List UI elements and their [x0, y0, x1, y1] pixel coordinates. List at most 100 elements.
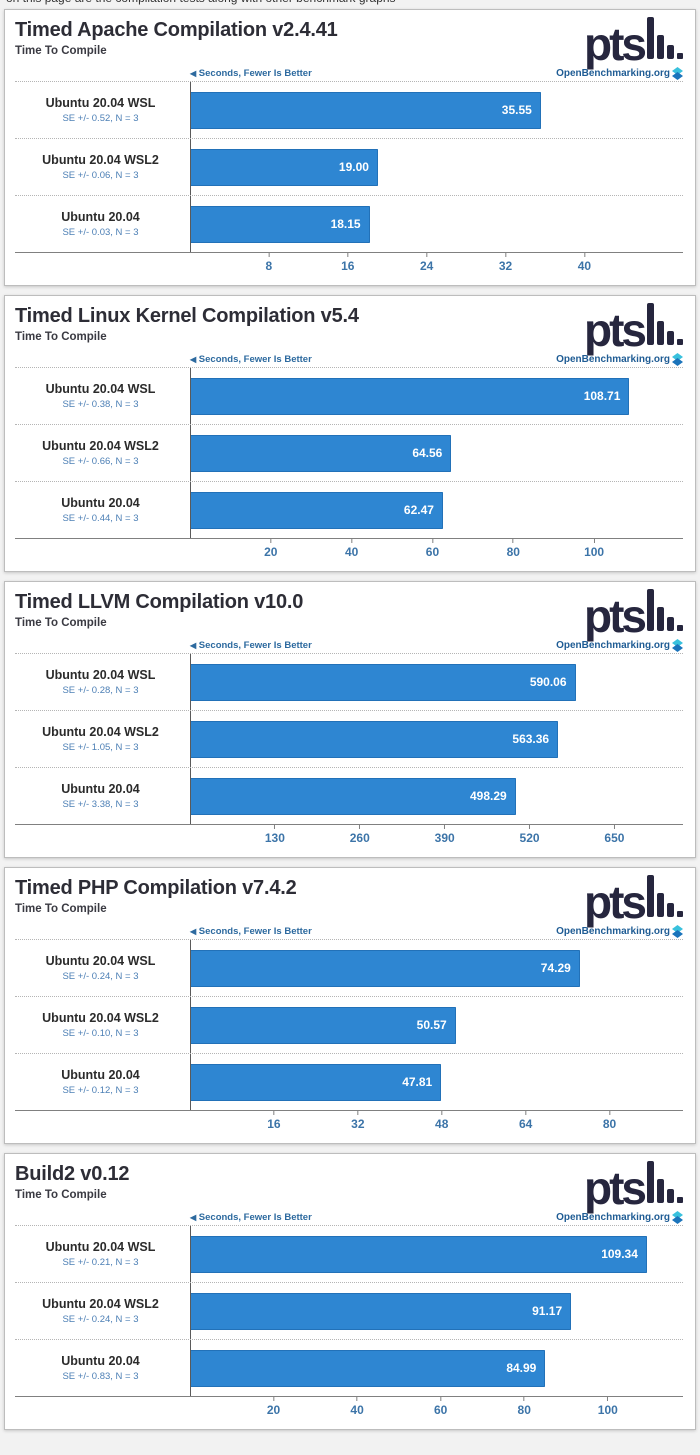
- bar-track: 563.36: [190, 711, 683, 767]
- axis-tick-label: 130: [264, 831, 285, 845]
- axis-tick: 130: [265, 825, 285, 845]
- chart-meta-row: ◀ Seconds, Fewer Is Better OpenBenchmark…: [190, 638, 683, 653]
- axis-tick-label: 20: [266, 1403, 281, 1417]
- bar-track: 109.34: [190, 1226, 683, 1282]
- axis-tick-mark: [347, 253, 349, 257]
- left-arrow-icon: ◀: [190, 641, 197, 650]
- plot-area: Ubuntu 20.04 WSL SE +/- 0.38, N = 3 108.71…: [15, 367, 683, 539]
- axis-tick: 100: [584, 539, 604, 559]
- pts-logo-bars-icon: [647, 303, 683, 345]
- axis-tick-mark: [607, 1397, 609, 1401]
- chart-meta-row: ◀ Seconds, Fewer Is Better OpenBenchmark…: [190, 66, 683, 81]
- value-bar: 84.99: [191, 1349, 546, 1387]
- axis-tick: 16: [341, 253, 354, 273]
- axis-tick-mark: [525, 1111, 527, 1115]
- openbenchmarking-link[interactable]: OpenBenchmarking.org: [556, 353, 683, 366]
- bar-row: Ubuntu 20.04 SE +/- 0.44, N = 3 62.47: [15, 481, 683, 538]
- axis-tick-mark: [273, 1397, 275, 1401]
- bar-value-label: 109.34: [601, 1247, 638, 1261]
- chart-titles: Timed LLVM Compilation v10.0 Time To Com…: [15, 591, 303, 629]
- pts-logo: pts: [584, 17, 683, 67]
- axis-tick-label: 60: [425, 545, 440, 559]
- axis-tick-label: 32: [498, 259, 513, 273]
- bar-track: 498.29: [190, 768, 683, 824]
- bar-value-label: 563.36: [512, 732, 550, 746]
- openbenchmarking-icon: [672, 639, 683, 652]
- pts-logo: pts: [584, 589, 683, 642]
- standard-error-label: SE +/- 0.06, N = 3: [62, 170, 139, 181]
- axis-tick-mark: [351, 539, 353, 543]
- axis-tick: 80: [603, 1111, 616, 1131]
- chart-header: Timed Apache Compilation v2.4.41 Time To…: [15, 17, 683, 67]
- value-bar: 35.55: [191, 91, 541, 129]
- openbenchmarking-icon: [672, 925, 683, 938]
- axis-tick-mark: [440, 1397, 442, 1401]
- bar-row: Ubuntu 20.04 WSL2 SE +/- 0.06, N = 3 19.00: [15, 138, 683, 195]
- standard-error-label: SE +/- 0.24, N = 3: [62, 971, 139, 982]
- bar-track: 91.17: [190, 1283, 683, 1339]
- standard-error-label: SE +/- 0.38, N = 3: [62, 399, 139, 410]
- bar-track: 18.15: [190, 196, 683, 252]
- axis-tick: 60: [434, 1397, 447, 1417]
- value-bar: 62.47: [191, 491, 443, 529]
- openbenchmarking-link[interactable]: OpenBenchmarking.org: [556, 67, 683, 80]
- pts-logo-text: pts: [584, 590, 647, 642]
- axis-tick-label: 650: [604, 831, 625, 845]
- openbenchmarking-link[interactable]: OpenBenchmarking.org: [556, 639, 683, 652]
- pts-logo: pts: [584, 1161, 683, 1211]
- axis-tick: 80: [507, 539, 520, 559]
- axis-tick-mark: [583, 253, 585, 257]
- axis-tick-mark: [274, 825, 276, 829]
- bar-value-label: 64.56: [412, 446, 443, 460]
- fewer-is-better-label: ◀ Seconds, Fewer Is Better: [190, 68, 312, 79]
- pts-logo-bars-icon: [647, 589, 683, 631]
- category-label: Ubuntu 20.04 WSL: [45, 668, 156, 682]
- chart-header: Timed LLVM Compilation v10.0 Time To Com…: [15, 589, 683, 642]
- axis-tick: 16: [267, 1111, 281, 1131]
- bar-value-label: 84.99: [506, 1361, 537, 1375]
- value-bar: 108.71: [191, 377, 630, 415]
- standard-error-label: SE +/- 0.12, N = 3: [62, 1085, 139, 1096]
- axis-tick-label: 16: [341, 259, 355, 273]
- chart-header: Timed Linux Kernel Compilation v5.4 Time…: [15, 303, 683, 353]
- chart-title: Timed LLVM Compilation v10.0: [15, 591, 304, 613]
- bar-track: 19.00: [190, 139, 683, 195]
- left-arrow-icon: ◀: [190, 355, 197, 364]
- axis-tick-label: 260: [349, 831, 370, 845]
- category-label-block: Ubuntu 20.04 WSL2 SE +/- 0.10, N = 3: [15, 997, 190, 1053]
- chart-subtitle: Time To Compile: [15, 331, 107, 343]
- bar-row: Ubuntu 20.04 WSL2 SE +/- 1.05, N = 3 563.3…: [15, 710, 683, 767]
- category-label-block: Ubuntu 20.04 WSL SE +/- 0.21, N = 3: [15, 1226, 190, 1282]
- x-axis: 8 16 24 32 40: [190, 253, 683, 279]
- axis-tick-label: 16: [267, 1117, 281, 1131]
- chart-title: Timed PHP Compilation v7.4.2: [15, 877, 297, 899]
- chart-header: Build2 v0.12 Time To Compile pts: [15, 1161, 683, 1211]
- axis-tick-label: 80: [602, 1117, 617, 1131]
- chart-header: Timed PHP Compilation v7.4.2 Time To Com…: [15, 875, 683, 925]
- chart-titles: Timed Apache Compilation v2.4.41 Time To…: [15, 19, 338, 57]
- benchmark-chart-panel: Timed LLVM Compilation v10.0 Time To Com…: [4, 581, 696, 858]
- bar-value-label: 47.81: [402, 1075, 433, 1089]
- axis-tick-mark: [441, 1111, 443, 1115]
- axis-tick-mark: [512, 539, 514, 543]
- bar-value-label: 18.15: [330, 217, 361, 231]
- standard-error-label: SE +/- 3.38, N = 3: [62, 799, 139, 810]
- openbenchmarking-link[interactable]: OpenBenchmarking.org: [556, 925, 683, 938]
- axis-tick-label: 60: [433, 1403, 448, 1417]
- openbenchmarking-icon: [672, 67, 683, 80]
- category-label-block: Ubuntu 20.04 SE +/- 3.38, N = 3: [15, 768, 190, 824]
- standard-error-label: SE +/- 0.10, N = 3: [62, 1028, 139, 1039]
- category-label: Ubuntu 20.04: [61, 1068, 140, 1082]
- axis-tick: 8: [266, 253, 272, 273]
- category-label: Ubuntu 20.04 WSL: [45, 382, 156, 396]
- left-arrow-icon: ◀: [190, 69, 197, 78]
- standard-error-label: SE +/- 0.52, N = 3: [62, 113, 139, 124]
- axis-tick: 20: [264, 539, 277, 559]
- bar-track: 590.06: [190, 654, 683, 710]
- openbenchmarking-link[interactable]: OpenBenchmarking.org: [556, 1211, 683, 1224]
- pts-logo-bars-icon: [647, 1161, 683, 1203]
- bar-value-label: 108.71: [583, 389, 621, 403]
- chart-title: Build2 v0.12: [15, 1163, 130, 1185]
- axis-tick: 32: [351, 1111, 365, 1131]
- x-axis: 20 40 60 80 100: [190, 1397, 683, 1423]
